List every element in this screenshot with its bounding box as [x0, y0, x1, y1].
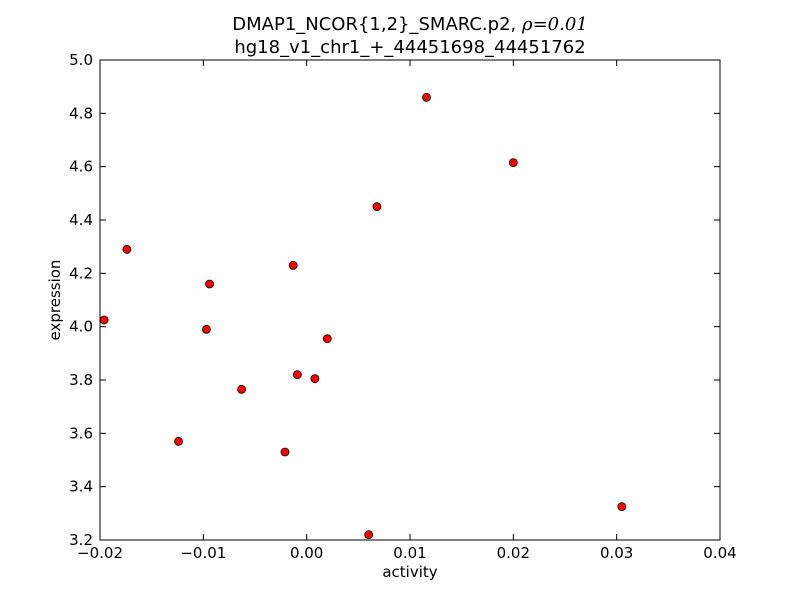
- y-tick-label: 3.2: [69, 531, 93, 549]
- axis-ticks: −0.02 −0.01 0.00 0.01 0.02 0.03 0.04 3.2 3.4 3.6 3…: [69, 51, 737, 562]
- data-point: [237, 384, 246, 394]
- chart-title-rho-value: =0.01: [533, 14, 588, 35]
- data-point: [99, 315, 109, 325]
- chart-title-line2: hg18_v1_chr1_+_44451698_44451762: [234, 37, 585, 58]
- data-point: [372, 202, 382, 212]
- x-tick-label: −0.01: [180, 544, 226, 562]
- x-axis-label: activity: [382, 563, 437, 581]
- data-point: [422, 92, 431, 102]
- chart-title-rho-symbol: ρ: [521, 14, 533, 35]
- data-point: [617, 502, 627, 512]
- data-point: [508, 158, 518, 168]
- y-tick-label: 4.6: [69, 158, 93, 176]
- chart-title-main: DMAP1_NCOR{1,2}_SMARC.p2,: [232, 14, 522, 35]
- y-tick-label: 5.0: [69, 51, 93, 69]
- y-tick-label: 4.0: [69, 318, 93, 336]
- data-point: [205, 279, 214, 289]
- y-tick-label: 4.2: [69, 264, 93, 282]
- x-tick-label: 0.01: [393, 544, 426, 562]
- plot-area-frame: [99, 59, 721, 541]
- x-tick-label: 0.03: [600, 544, 633, 562]
- y-tick-label: 3.8: [69, 371, 93, 389]
- data-point: [122, 244, 132, 254]
- data-point: [202, 324, 211, 334]
- data-point: [288, 260, 298, 270]
- data-points: [99, 92, 627, 540]
- y-tick-label: 4.8: [69, 104, 93, 122]
- data-point: [322, 334, 332, 344]
- y-axis-label: expression: [46, 260, 64, 341]
- x-tick-label: 0.00: [290, 544, 323, 562]
- y-tick-label: 3.6: [69, 424, 93, 442]
- x-tick-label: 0.04: [703, 544, 736, 562]
- x-tick-label: −0.02: [77, 544, 123, 562]
- y-tick-label: 4.4: [69, 211, 93, 229]
- data-point: [174, 436, 183, 446]
- data-point: [292, 370, 302, 380]
- data-point: [310, 374, 320, 384]
- chart-title-line1: DMAP1_NCOR{1,2}_SMARC.p2, ρ=0.01: [232, 14, 588, 35]
- data-point: [364, 530, 374, 540]
- y-tick-label: 3.4: [69, 478, 93, 496]
- x-tick-label: 0.02: [497, 544, 530, 562]
- data-point: [280, 447, 290, 457]
